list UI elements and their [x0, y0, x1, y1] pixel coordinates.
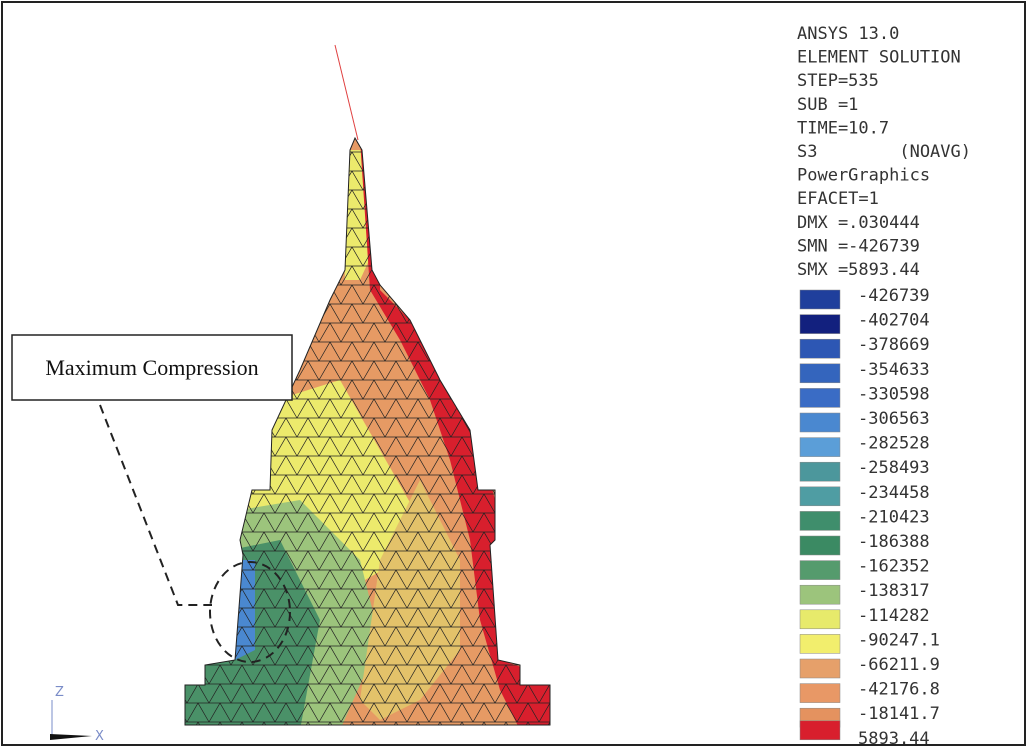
legend-label: -186388: [858, 532, 930, 552]
legend-swatch: [800, 610, 840, 629]
legend-label: -234458: [858, 483, 930, 503]
legend-swatch: [800, 536, 840, 555]
header-line: ELEMENT SOLUTION: [797, 48, 961, 68]
screen: Maximum Compression Z X ANSYS 13.0 ELEMEN…: [0, 0, 1028, 749]
legend-swatch: [800, 315, 840, 334]
legend-swatch: [800, 364, 840, 383]
legend-swatch: [800, 413, 840, 432]
legend-label: -330598: [858, 384, 930, 404]
legend-label: -306563: [858, 409, 930, 429]
legend-label: -66211.9: [858, 655, 940, 675]
legend-label: -378669: [858, 335, 930, 355]
legend-swatch: [800, 388, 840, 407]
legend-label: -18141.7: [858, 704, 940, 724]
header-line: SMN =-426739: [797, 236, 920, 256]
legend-label: -42176.8: [858, 680, 940, 700]
legend-label: -402704: [858, 311, 930, 331]
header-line: S3 (NOAVG): [797, 142, 971, 162]
legend-label: -258493: [858, 458, 930, 478]
header-line: SMX =5893.44: [797, 260, 920, 280]
header-line: DMX =.030444: [797, 213, 920, 233]
legend-swatch: [800, 290, 840, 309]
legend-label: 5893.44: [858, 729, 930, 749]
header-line: TIME=10.7: [797, 118, 889, 138]
header-line: EFACET=1: [797, 189, 879, 209]
legend-swatch: [800, 511, 840, 530]
legend-swatch: [800, 684, 840, 703]
legend-swatch: [800, 462, 840, 481]
axis-label: Z: [55, 685, 64, 700]
header-line: ANSYS 13.0: [797, 24, 899, 44]
legend-label: -162352: [858, 557, 930, 577]
legend-swatch: [800, 561, 840, 580]
header-line: PowerGraphics: [797, 166, 930, 186]
legend-label: -210423: [858, 507, 930, 527]
legend-swatch: [800, 634, 840, 653]
legend-label: -90247.1: [858, 630, 940, 650]
legend-swatch: [800, 438, 840, 457]
legend-swatch: [800, 487, 840, 506]
legend-swatch: [800, 339, 840, 358]
legend-label: -354633: [858, 360, 930, 380]
legend-swatch: [800, 721, 840, 740]
legend-label: -114282: [858, 606, 930, 626]
header-line: SUB =1: [797, 95, 858, 115]
legend-swatch: [800, 585, 840, 604]
legend-label: -282528: [858, 434, 930, 454]
axis-label: X: [95, 729, 104, 744]
annotation: Maximum Compression: [45, 355, 258, 380]
legend-label: -426739: [858, 286, 930, 306]
header-line: STEP=535: [797, 71, 879, 91]
legend-label: -138317: [858, 581, 930, 601]
legend-swatch: [800, 659, 840, 678]
